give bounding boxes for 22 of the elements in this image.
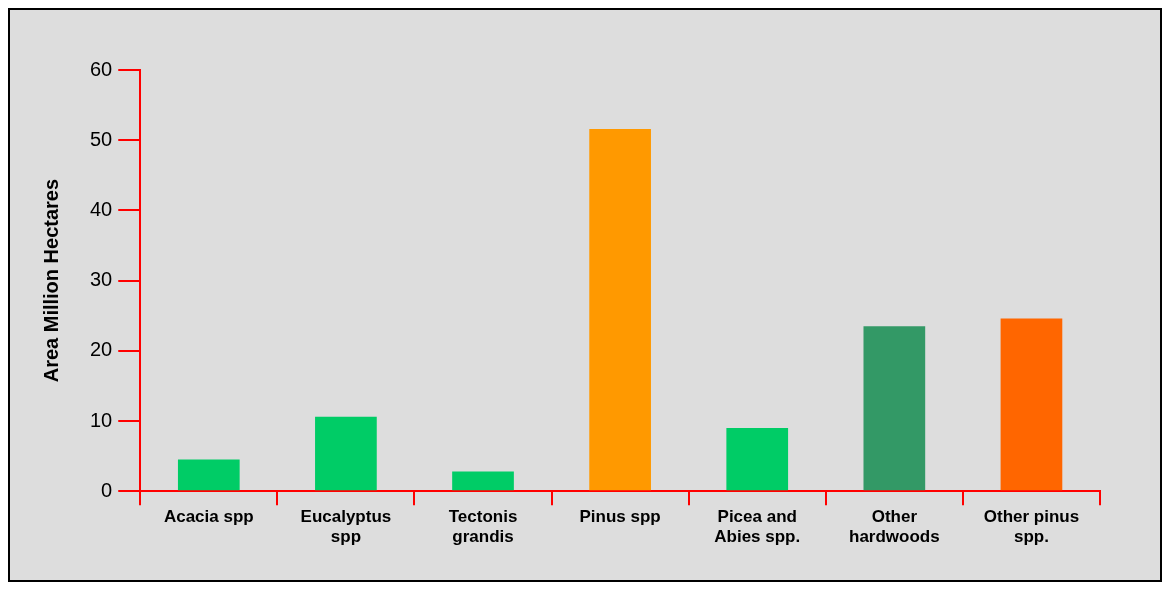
y-tick-label: 30	[90, 268, 113, 291]
bar	[315, 416, 377, 491]
y-tick-label: 10	[90, 408, 113, 431]
y-tick-label: 20	[90, 338, 113, 361]
bar	[589, 128, 651, 491]
x-tick-label: Pinus spp	[579, 507, 661, 527]
bar	[863, 326, 926, 491]
bar	[452, 471, 514, 491]
x-tick-label: Tectonis grandis	[448, 507, 518, 547]
x-tick-label: Eucalyptus spp	[300, 507, 392, 547]
x-tick-label: Picea and Abies spp.	[714, 507, 801, 547]
x-tick-label: Other hardwoods	[849, 507, 940, 547]
x-tick-label: Acacia spp	[163, 507, 254, 527]
y-tick-label: 0	[101, 478, 113, 501]
bar	[1000, 318, 1063, 491]
y-tick-label: 40	[90, 197, 113, 220]
bar	[177, 459, 240, 491]
y-tick-label: 60	[90, 57, 113, 80]
bar	[726, 428, 789, 491]
y-axis-title: Area Million Hectares	[39, 178, 62, 383]
x-tick-label: Other pinus spp.	[983, 507, 1080, 547]
y-tick-label: 50	[90, 127, 113, 150]
